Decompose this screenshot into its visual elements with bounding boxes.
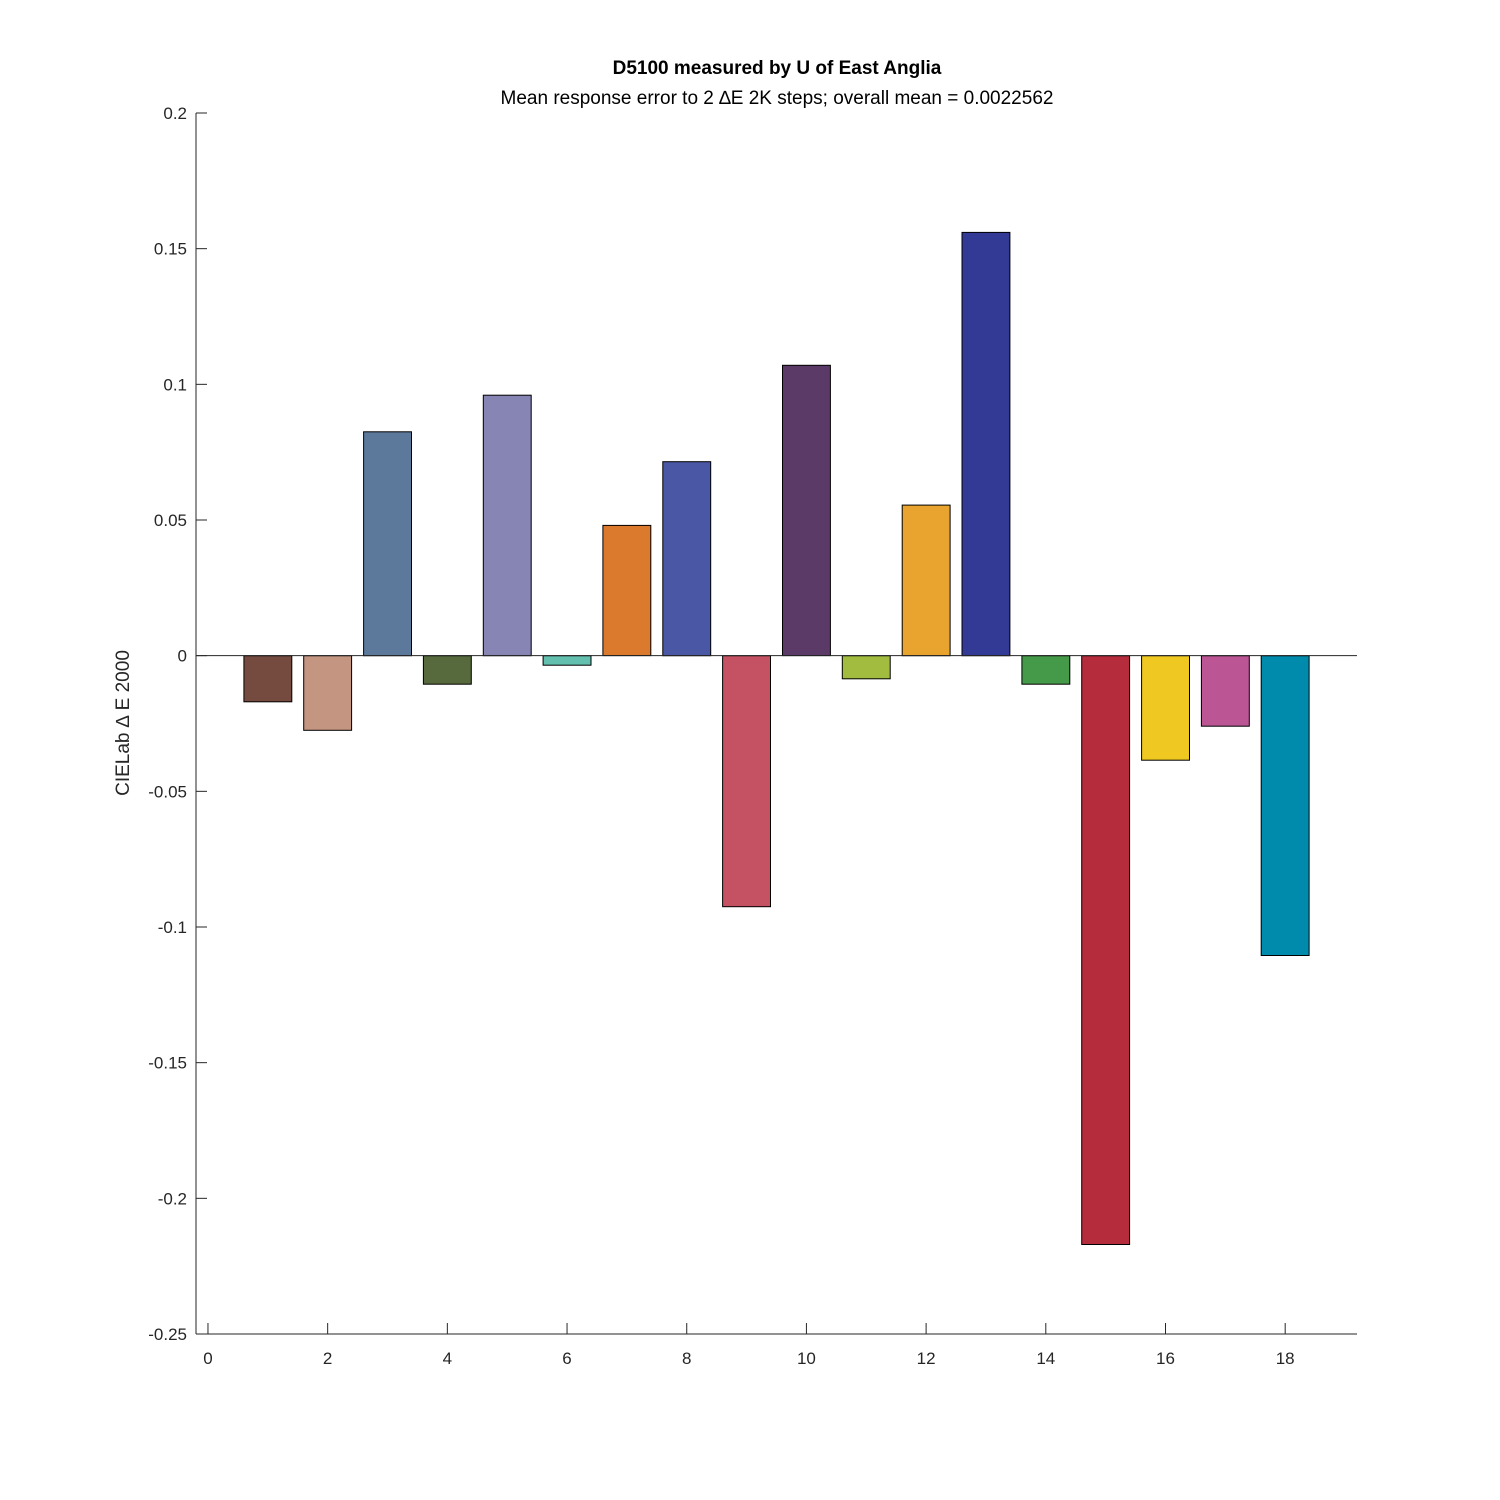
y-tick-label: -0.2 bbox=[158, 1189, 187, 1208]
bar-4 bbox=[422, 655, 472, 685]
bar-1 bbox=[243, 655, 293, 703]
bar-18 bbox=[1260, 655, 1310, 956]
x-tick-label: 14 bbox=[1036, 1349, 1055, 1368]
bar-3 bbox=[363, 431, 413, 657]
bar-14 bbox=[1021, 655, 1071, 685]
y-tick-label: -0.05 bbox=[148, 782, 187, 801]
y-tick-label: 0.1 bbox=[163, 375, 187, 394]
y-tick-label: 0.2 bbox=[163, 104, 187, 123]
bar-15 bbox=[1081, 655, 1131, 1245]
y-tick-label: 0.05 bbox=[154, 511, 187, 530]
bar-9 bbox=[722, 655, 771, 908]
y-tick-label: -0.15 bbox=[148, 1054, 187, 1073]
bar-13 bbox=[961, 231, 1011, 657]
x-tick-label: 4 bbox=[443, 1349, 452, 1368]
bar-11 bbox=[841, 655, 891, 680]
x-tick-label: 2 bbox=[323, 1349, 332, 1368]
y-tick-label: -0.1 bbox=[158, 918, 187, 937]
x-ticks: 0 2 4 6 8 10 12 14 16 18 bbox=[203, 1323, 1295, 1368]
x-tick-label: 8 bbox=[682, 1349, 691, 1368]
y-tick-label: 0.15 bbox=[154, 240, 187, 259]
y-tick-label: -0.25 bbox=[148, 1325, 187, 1344]
y-tick-label: 0 bbox=[178, 647, 187, 666]
bar-7 bbox=[602, 524, 652, 657]
bar-17 bbox=[1200, 655, 1250, 727]
bar-12 bbox=[901, 504, 951, 657]
chart-title: D5100 measured by U of East Anglia bbox=[613, 58, 942, 79]
chart-subtitle: Mean response error to 2 ∆E 2K steps; ov… bbox=[501, 88, 1054, 109]
bar-5 bbox=[482, 394, 532, 657]
x-tick-label: 0 bbox=[203, 1349, 212, 1368]
x-tick-label: 18 bbox=[1276, 1349, 1295, 1368]
x-tick-label: 12 bbox=[917, 1349, 936, 1368]
bar-6 bbox=[542, 655, 592, 666]
x-tick-label: 10 bbox=[797, 1349, 816, 1368]
x-tick-label: 6 bbox=[562, 1349, 571, 1368]
bars-group bbox=[243, 231, 1310, 1245]
bar-2 bbox=[303, 655, 353, 731]
bar-10 bbox=[782, 364, 831, 657]
bar-16 bbox=[1141, 655, 1190, 761]
bar-8 bbox=[662, 461, 712, 657]
y-ticks: -0.25 -0.2 -0.15 -0.1 -0.05 0 0.05 0.1 0.15 0.2 bbox=[148, 104, 207, 1344]
y-axis-label: CIELab ∆ E 2000 bbox=[113, 650, 134, 796]
x-tick-label: 16 bbox=[1156, 1349, 1175, 1368]
